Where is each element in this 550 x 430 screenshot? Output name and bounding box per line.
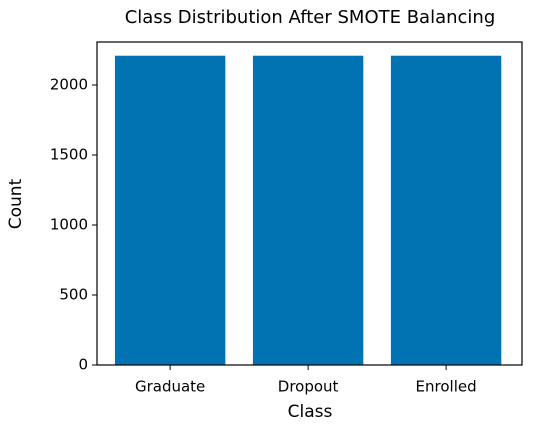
bar [390,55,502,365]
x-tick-label: Graduate [135,378,205,396]
chart-title: Class Distribution After SMOTE Balancing [125,7,496,28]
y-tick-label: 2000 [50,75,88,93]
x-tick-label: Enrolled [416,378,477,396]
y-tick-label: 1000 [50,215,88,233]
plot-frame [96,41,523,366]
y-axis-label: Count [6,178,26,229]
x-tick-label: Dropout [278,378,339,396]
y-tick-label: 1500 [50,145,88,163]
bar [252,55,364,365]
y-tick-label: 500 [59,285,88,303]
bar [114,55,226,365]
y-tick-label: 0 [78,356,88,374]
x-axis-label: Class [288,402,333,422]
